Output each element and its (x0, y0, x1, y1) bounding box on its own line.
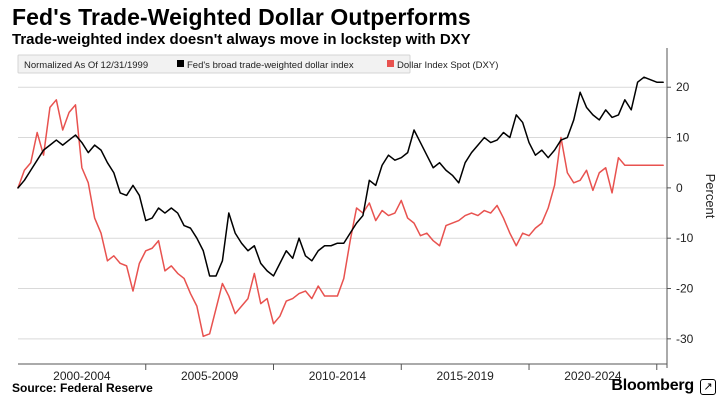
x-tick-label: 2015-2019 (436, 369, 494, 383)
y-tick-label: 10 (676, 131, 690, 145)
brand-mark-icon: ↗ (700, 379, 716, 395)
x-tick-label: 2005-2009 (181, 369, 239, 383)
y-tick-label: 20 (676, 80, 690, 94)
y-tick-label: -10 (676, 231, 694, 245)
legend-label-dxy: Dollar Index Spot (DXY) (397, 60, 498, 71)
y-tick-label: -30 (676, 332, 694, 346)
chart-subtitle: Trade-weighted index doesn't always move… (12, 31, 471, 48)
legend-swatch-broad (177, 60, 184, 67)
legend: Normalized As Of 12/31/1999 Fed's broad … (17, 54, 498, 74)
series-line-dxy (17, 99, 664, 338)
brand-logo: Bloomberg (611, 377, 694, 394)
grid-layer (18, 86, 667, 340)
y-axis-label: Percent (703, 174, 718, 219)
series-layer (17, 76, 664, 338)
legend-box (17, 54, 411, 74)
chart-title: Fed's Trade-Weighted Dollar Outperforms (12, 4, 471, 30)
x-tick-label: 2000-2004 (53, 369, 111, 383)
y-tick-label: -20 (676, 282, 694, 296)
series-line-broad (17, 76, 664, 277)
y-tick-label: 0 (676, 181, 683, 195)
legend-label-broad: Fed's broad trade-weighted dollar index (187, 60, 354, 71)
source-note: Source: Federal Reserve (12, 381, 153, 395)
axis-layer: 20 10 0 -10 -20 -30 2000-2004 2005-2009 2010-201… (18, 48, 694, 383)
legend-note: Normalized As Of 12/31/1999 (24, 60, 148, 71)
x-tick-label: 2010-2014 (309, 369, 367, 383)
legend-swatch-dxy (387, 60, 394, 67)
x-tick-label: 2020-2024 (564, 369, 622, 383)
